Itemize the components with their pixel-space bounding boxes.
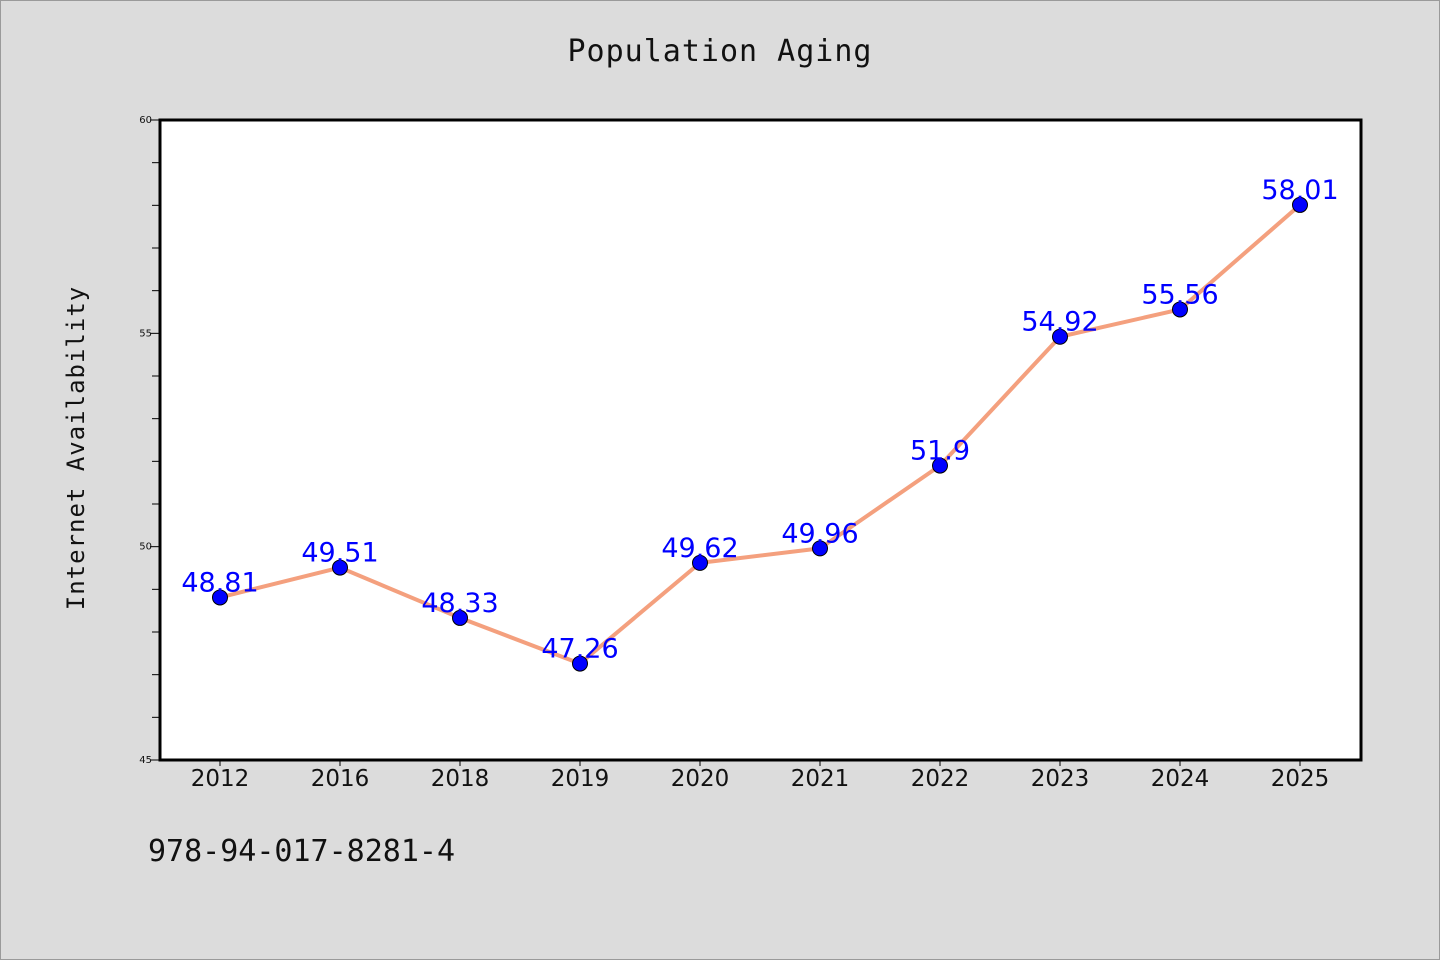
x-tick-label: 2019 [551, 766, 610, 792]
data-point [1052, 328, 1068, 345]
footer-code: 978-94-017-8281-4 [148, 834, 456, 869]
data-label: 47.26 [541, 634, 618, 665]
y-tick-labels: 45 50 55 60 [139, 115, 160, 766]
data-label: 58.01 [1261, 175, 1338, 206]
x-tick-labels: 2012 2016 2018 2019 2020 2021 2022 2023 2024 2025 [191, 760, 1330, 792]
x-tick-label: 2023 [1031, 766, 1090, 792]
data-point [1172, 301, 1188, 318]
x-tick-label: 2022 [911, 766, 970, 792]
x-tick-label: 2016 [311, 766, 370, 792]
x-tick-label: 2018 [431, 766, 490, 792]
data-label: 49.62 [661, 533, 738, 564]
data-label: 51.9 [910, 436, 970, 467]
data-labels: 48.81 49.51 48.33 47.26 49.62 49.96 51.9 54.92 5… [181, 175, 1338, 665]
data-point [1292, 196, 1308, 213]
y-tick-label: 45 [139, 755, 152, 766]
data-point [692, 554, 708, 571]
data-label: 48.33 [421, 588, 498, 619]
data-point [932, 457, 948, 474]
series-line [219, 203, 1302, 666]
plot-frame [158, 118, 1363, 762]
data-label: 54.92 [1021, 307, 1098, 338]
data-label: 49.96 [781, 518, 858, 549]
data-point [452, 609, 468, 626]
data-label: 48.81 [181, 567, 258, 598]
x-tick-label: 2025 [1271, 766, 1330, 792]
data-point [812, 540, 828, 557]
y-tick-label: 60 [139, 115, 152, 126]
plot-area [160, 120, 1361, 760]
y-tick-label: 50 [139, 542, 152, 553]
data-label: 55.56 [1141, 279, 1218, 310]
y-tick-label: 55 [139, 328, 152, 339]
data-point [212, 589, 228, 606]
series-markers [212, 196, 1308, 672]
data-point [572, 655, 588, 672]
data-point [332, 559, 348, 576]
data-label: 49.51 [301, 538, 378, 569]
chart-title: Population Aging [567, 34, 873, 69]
x-tick-label: 2021 [791, 766, 850, 792]
x-tick-label: 2024 [1151, 766, 1210, 792]
x-tick-label: 2012 [191, 766, 250, 792]
x-tick-label: 2020 [671, 766, 730, 792]
